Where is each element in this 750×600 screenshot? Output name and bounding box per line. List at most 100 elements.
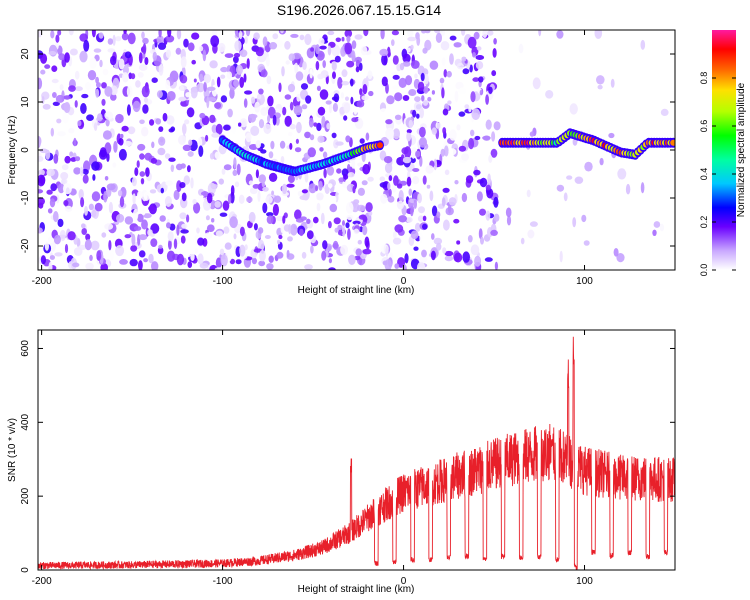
spectrogram-cell: [103, 191, 108, 203]
spectrogram-cell: [362, 84, 368, 95]
spectrogram-cell: [506, 215, 512, 226]
spectrogram-cell: [104, 176, 109, 181]
spectrogram-cell: [178, 135, 186, 145]
spectrogram-cell: [454, 90, 459, 103]
spectrogram-cell: [383, 156, 393, 164]
spectrogram-cell: [118, 148, 127, 161]
spectrogram-cell: [244, 244, 248, 251]
snr-y-label: SNR (10 * v/v): [7, 418, 18, 482]
spectrogram-cell: [143, 97, 149, 103]
spectrogram-cell: [265, 56, 270, 67]
spectrogram-x-axis: -200 -100 0 100: [32, 30, 593, 287]
spectrogram-cell: [158, 63, 164, 76]
spectrogram-cell: [431, 233, 435, 240]
spectrogram-cell: [58, 53, 66, 61]
colorbar-ticks: 0.0 0.2 0.4 0.6 0.8: [699, 72, 736, 276]
spectrogram-cell: [332, 102, 338, 112]
spectrogram-cell: [272, 114, 277, 126]
spectrogram-cell: [48, 51, 57, 56]
spectrogram-cell: [327, 183, 333, 189]
spectrogram-cell: [304, 171, 309, 183]
spectrogram-cell: [328, 221, 332, 229]
spectrogram-cell: [304, 264, 313, 270]
spectrogram-cell: [309, 134, 315, 141]
spectrogram-cell: [231, 126, 236, 134]
spectrogram-cell: [182, 144, 192, 151]
spectrogram-cell: [431, 90, 435, 95]
spectrogram-cell: [406, 176, 412, 187]
spectrogram-cell: [233, 52, 241, 58]
spectrogram-cell: [315, 60, 320, 71]
spectrogram-cell: [278, 234, 283, 240]
spectrogram-cell: [109, 248, 114, 261]
snr-x-label: Height of straight line (km): [298, 584, 415, 595]
spectrogram-cell: [341, 225, 346, 237]
spectrogram-cell: [289, 101, 294, 111]
spectrogram-cell: [447, 100, 452, 105]
spectrogram-cell: [469, 64, 473, 73]
spectrogram-cell: [239, 226, 245, 237]
spectrogram-cell: [325, 100, 332, 105]
spectrogram-cell: [101, 232, 107, 238]
spectrogram-cell: [474, 135, 481, 141]
snr-panel: -200 -100 0 100 0 200 400 600 Height of straig…: [7, 329, 676, 595]
spectrogram-cell: [337, 230, 343, 236]
spectrogram-cell: [381, 53, 388, 66]
spectrogram-cell: [250, 125, 260, 136]
spectrogram-cell: [149, 189, 157, 194]
spectrogram-cell: [490, 229, 498, 236]
spectrogram-cell: [442, 127, 447, 135]
spectrogram-cell: [359, 138, 365, 144]
spectrogram-cell: [520, 237, 525, 245]
spectrogram-cell: [136, 213, 144, 223]
spectrogram-cell: [162, 112, 168, 122]
spectrogram-cell: [361, 95, 369, 101]
spectrogram-cell: [239, 76, 245, 88]
spectrogram-cell: [97, 113, 103, 122]
spectrogram-cell: [89, 254, 93, 261]
spectrogram-cell: [47, 236, 54, 244]
spectrogram-cell: [286, 249, 290, 258]
spectrogram-cell: [464, 104, 470, 109]
spectrogram-cell: [462, 251, 471, 263]
spectrogram-cell: [202, 49, 207, 62]
spectrogram-cell: [124, 51, 132, 59]
spectrogram-cell: [316, 122, 322, 132]
spectrogram-y-label: Frequency (Hz): [7, 116, 18, 185]
spectrogram-cell: [426, 184, 431, 189]
spectrogram-cell: [214, 102, 222, 109]
spectrogram-cell: [419, 126, 426, 138]
spectrogram-cell: [493, 121, 501, 131]
spectrogram-cell: [157, 246, 164, 255]
spectrogram-cell: [475, 60, 484, 70]
spectrogram-cell: [220, 66, 229, 73]
spectrogram-cell: [74, 100, 78, 108]
spectrogram-cell: [85, 262, 94, 270]
spectrogram-cell: [295, 138, 299, 144]
spectrogram-cell: [387, 182, 391, 191]
spectrogram-cell: [229, 258, 236, 265]
spectrogram-cell: [385, 245, 389, 257]
spectrogram-cell: [67, 231, 76, 241]
spectrogram-cell: [64, 243, 69, 254]
spectrogram-cell: [193, 78, 197, 83]
spectrogram-cell: [380, 193, 388, 204]
spectrogram-cell: [351, 50, 356, 61]
spectrogram-cell: [44, 241, 50, 251]
spectrogram-cell: [317, 106, 326, 116]
spectrogram-cell: [158, 30, 162, 38]
spectrogram-cell: [249, 187, 258, 195]
spectrogram-cell: [268, 151, 274, 159]
spectrogram-cell: [69, 48, 78, 56]
spectrogram-cell: [335, 37, 341, 43]
spectrogram-cell: [357, 239, 362, 245]
spectrogram-cell: [190, 177, 194, 189]
spectrogram-cell: [441, 57, 446, 66]
spectrogram-cell: [200, 191, 209, 196]
spectrogram-cell: [51, 78, 59, 84]
spectrogram-cell: [136, 160, 140, 168]
spectrogram-cell: [63, 101, 71, 114]
spectrogram-cell: [143, 258, 149, 263]
spectrogram-cell: [332, 71, 336, 79]
